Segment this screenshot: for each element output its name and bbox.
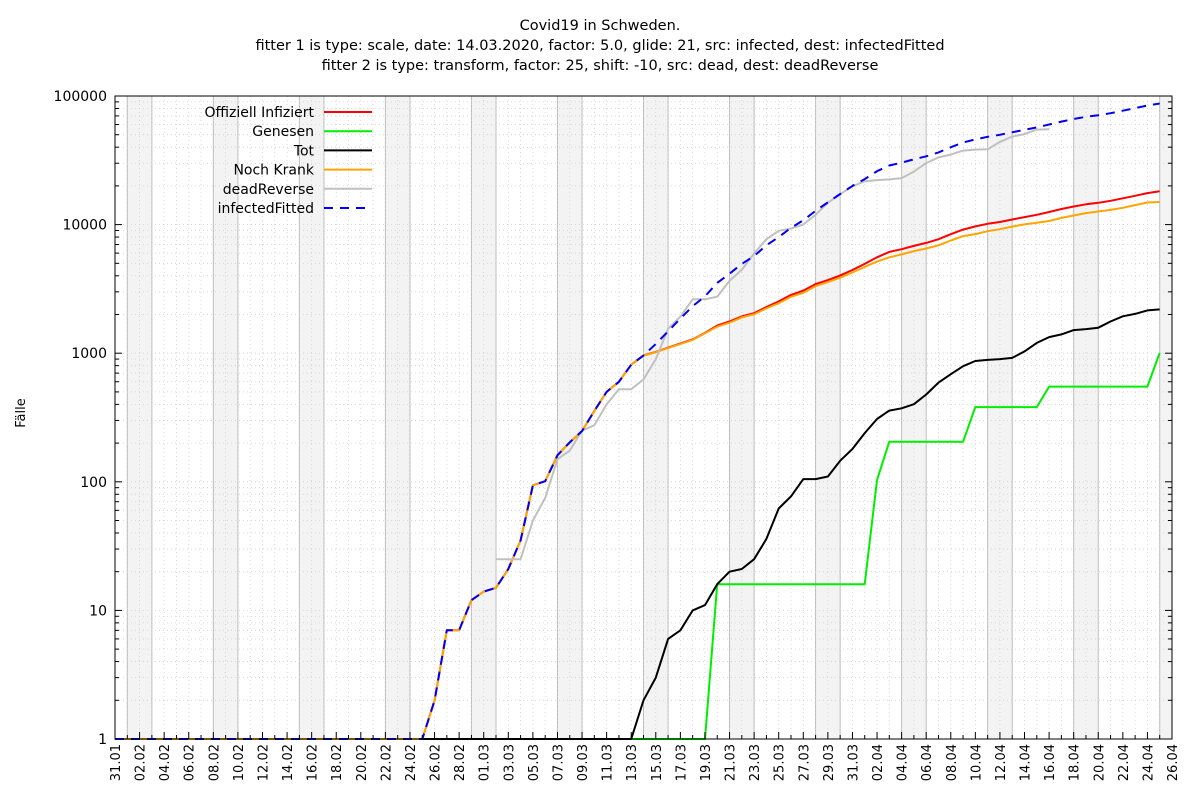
x-tick-label: 16.04 [1043,744,1058,781]
y-tick-label: 1000 [71,346,107,362]
weekend-band [643,95,669,740]
chart-subtitle-fitter-2: fitter 2 is type: transform, factor: 25,… [321,58,879,74]
x-tick-label: 23.03 [748,744,763,781]
x-tick-label: 19.03 [699,744,714,781]
x-tick-label: 26.02 [429,744,444,781]
legend-label: Genesen [252,124,314,140]
x-tick-label: 02.04 [871,744,886,781]
chart-subtitle-fitter-1: fitter 1 is type: scale, date: 14.03.202… [255,38,945,54]
series-line-infectedfitted [115,102,1160,740]
legend: Offiziell Infiziert Genesen Tot Noch Krank d… [204,105,372,217]
x-tick-label: 17.03 [674,744,689,781]
series-line-tot [115,308,1160,740]
x-tick-label: 10.04 [969,744,984,781]
weekend-band [729,95,755,740]
x-tick-label: 27.03 [797,744,812,781]
axis-ticks: 1 10 100 1000 10000 100000 31.01 02.02 04.02 06.0… [54,89,1181,781]
series-line-genesen [115,352,1161,740]
y-tick-label: 10 [89,603,107,619]
weekend-band [901,95,927,740]
x-tick-label: 20.04 [1092,744,1107,781]
x-tick-label: 07.03 [552,744,567,781]
x-tick-label: 06.02 [183,744,198,781]
x-tick-label: 10.02 [232,744,247,781]
x-tick-label: 05.03 [527,744,542,781]
x-tick-label: 21.03 [724,744,739,781]
x-tick-label: 28.02 [453,744,468,781]
x-tick-label: 24.04 [1141,744,1156,781]
x-tick-label: 08.04 [945,744,960,781]
x-tick-label: 26.04 [1166,744,1181,781]
weekend-band [126,95,153,740]
weekend-shading [126,95,1173,740]
x-tick-label: 24.02 [404,744,419,781]
legend-label: Tot [293,143,315,159]
x-tick-label: 14.02 [281,744,296,781]
x-tick-label: 04.04 [896,744,911,781]
y-tick-label: 1 [98,732,107,748]
x-tick-label: 09.03 [576,744,591,781]
x-tick-label: 31.03 [846,744,861,781]
legend-label: deadReverse [223,182,314,198]
chart-title: Covid19 in Schweden. [519,18,681,34]
x-tick-label: 16.02 [306,744,321,781]
x-tick-label: 18.02 [330,744,345,781]
x-tick-label: 13.03 [625,744,640,781]
x-tick-label: 01.03 [478,744,493,781]
x-tick-label: 03.03 [502,744,517,781]
legend-label: infectedFitted [218,201,314,217]
x-tick-label: 25.03 [773,744,788,781]
x-tick-label: 12.04 [994,744,1009,781]
x-tick-label: 22.04 [1117,744,1132,781]
x-tick-label: 15.03 [650,744,665,781]
x-tick-label: 31.01 [109,744,124,781]
weekend-band [1159,95,1173,740]
legend-label: Noch Krank [233,163,314,179]
x-tick-label: 12.02 [257,744,272,781]
x-tick-label: 08.02 [207,744,222,781]
x-tick-label: 14.04 [1019,744,1034,781]
x-tick-label: 04.02 [158,744,173,781]
legend-label: Offiziell Infiziert [204,105,314,121]
y-tick-label: 100000 [54,89,107,105]
series-line-deadreverse [496,128,1050,561]
x-tick-label: 22.02 [379,744,394,781]
x-tick-label: 06.04 [920,744,935,781]
y-tick-label: 10000 [62,218,107,234]
x-tick-label: 02.02 [134,744,149,781]
x-tick-label: 29.03 [822,744,837,781]
x-tick-label: 20.02 [355,744,370,781]
y-tick-label: 100 [80,475,107,491]
x-tick-label: 11.03 [601,744,616,781]
series-lines [115,102,1161,740]
x-tick-label: 18.04 [1068,744,1083,781]
